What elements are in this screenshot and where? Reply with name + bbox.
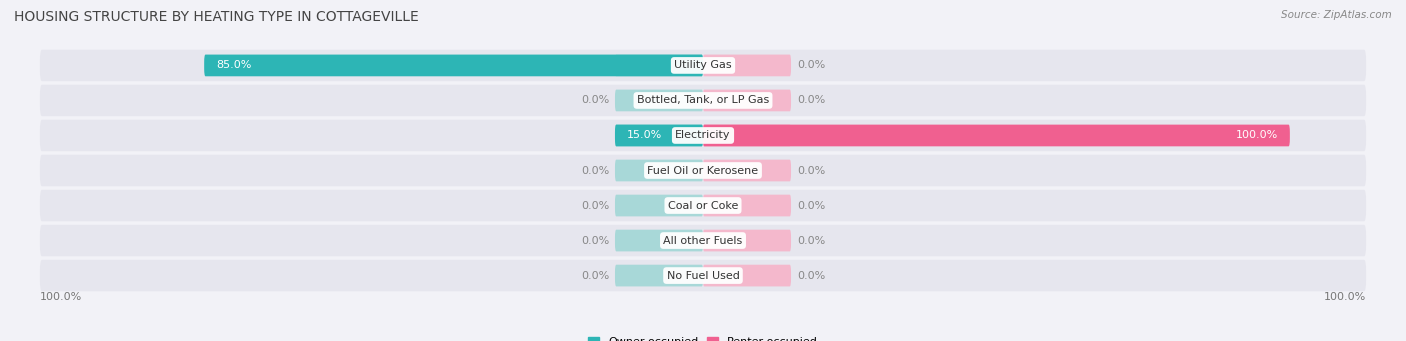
FancyBboxPatch shape	[614, 230, 703, 251]
Text: Utility Gas: Utility Gas	[675, 60, 731, 71]
Text: Source: ZipAtlas.com: Source: ZipAtlas.com	[1281, 10, 1392, 20]
FancyBboxPatch shape	[703, 265, 792, 286]
FancyBboxPatch shape	[703, 160, 792, 181]
Legend: Owner-occupied, Renter-occupied: Owner-occupied, Renter-occupied	[583, 332, 823, 341]
Text: 0.0%: 0.0%	[797, 60, 825, 71]
FancyBboxPatch shape	[614, 160, 703, 181]
FancyBboxPatch shape	[614, 124, 703, 146]
Text: 15.0%: 15.0%	[627, 131, 662, 140]
FancyBboxPatch shape	[39, 85, 1367, 116]
FancyBboxPatch shape	[703, 124, 1289, 146]
FancyBboxPatch shape	[39, 260, 1367, 291]
FancyBboxPatch shape	[614, 55, 703, 76]
FancyBboxPatch shape	[703, 90, 792, 111]
Text: 85.0%: 85.0%	[217, 60, 252, 71]
FancyBboxPatch shape	[39, 190, 1367, 221]
Text: All other Fuels: All other Fuels	[664, 236, 742, 246]
Text: Electricity: Electricity	[675, 131, 731, 140]
Text: 100.0%: 100.0%	[1236, 131, 1278, 140]
FancyBboxPatch shape	[39, 155, 1367, 186]
Text: Fuel Oil or Kerosene: Fuel Oil or Kerosene	[647, 165, 759, 176]
FancyBboxPatch shape	[204, 55, 703, 76]
Text: 0.0%: 0.0%	[797, 201, 825, 210]
FancyBboxPatch shape	[703, 55, 792, 76]
Text: 100.0%: 100.0%	[1324, 292, 1367, 302]
FancyBboxPatch shape	[703, 124, 792, 146]
FancyBboxPatch shape	[39, 120, 1367, 151]
Text: Bottled, Tank, or LP Gas: Bottled, Tank, or LP Gas	[637, 95, 769, 105]
Text: HOUSING STRUCTURE BY HEATING TYPE IN COTTAGEVILLE: HOUSING STRUCTURE BY HEATING TYPE IN COT…	[14, 10, 419, 24]
FancyBboxPatch shape	[703, 230, 792, 251]
Text: 100.0%: 100.0%	[39, 292, 82, 302]
Text: 0.0%: 0.0%	[797, 270, 825, 281]
Text: 0.0%: 0.0%	[581, 236, 609, 246]
Text: 0.0%: 0.0%	[581, 270, 609, 281]
FancyBboxPatch shape	[614, 265, 703, 286]
FancyBboxPatch shape	[614, 90, 703, 111]
Text: 0.0%: 0.0%	[581, 165, 609, 176]
Text: No Fuel Used: No Fuel Used	[666, 270, 740, 281]
Text: 0.0%: 0.0%	[797, 165, 825, 176]
Text: 0.0%: 0.0%	[581, 95, 609, 105]
Text: Coal or Coke: Coal or Coke	[668, 201, 738, 210]
Text: 0.0%: 0.0%	[797, 95, 825, 105]
Text: 0.0%: 0.0%	[581, 201, 609, 210]
Text: 0.0%: 0.0%	[797, 236, 825, 246]
FancyBboxPatch shape	[614, 195, 703, 217]
FancyBboxPatch shape	[703, 195, 792, 217]
FancyBboxPatch shape	[614, 124, 703, 146]
FancyBboxPatch shape	[39, 50, 1367, 81]
FancyBboxPatch shape	[39, 225, 1367, 256]
